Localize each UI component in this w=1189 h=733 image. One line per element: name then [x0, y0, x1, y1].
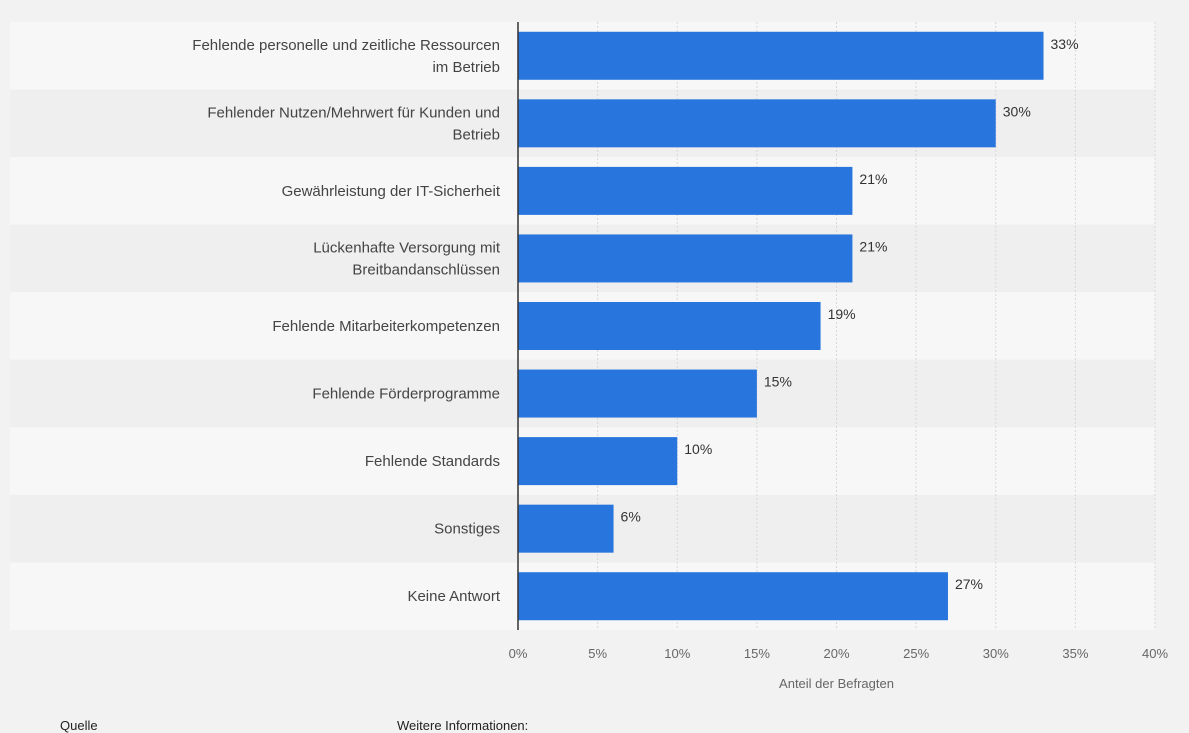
x-tick-label: 15%	[744, 646, 770, 661]
category-label: Keine Antwort	[407, 588, 500, 605]
x-tick-label: 5%	[588, 646, 607, 661]
bar	[518, 437, 677, 485]
bar	[518, 572, 948, 620]
x-tick-label: 20%	[823, 646, 849, 661]
bar	[518, 32, 1044, 80]
x-tick-label: 35%	[1062, 646, 1088, 661]
category-label: Fehlende Mitarbeiterkompetenzen	[272, 318, 500, 335]
bar	[518, 505, 614, 553]
bar	[518, 234, 852, 282]
x-tick-label: 10%	[664, 646, 690, 661]
bar	[518, 99, 996, 147]
bar-value-label: 33%	[1051, 36, 1079, 52]
category-label: Gewährleistung der IT-Sicherheit	[282, 183, 501, 200]
more-info-link[interactable]: Weitere Informationen:	[397, 718, 528, 733]
bar-value-label: 21%	[859, 171, 887, 187]
bar-value-label: 30%	[1003, 103, 1031, 119]
bar-value-label: 19%	[828, 306, 856, 322]
bar-value-label: 27%	[955, 576, 983, 592]
category-label: Fehlende Standards	[365, 453, 500, 470]
category-label: Fehlende Förderprogramme	[312, 386, 500, 403]
category-label: Sonstiges	[434, 521, 500, 538]
bar-value-label: 21%	[859, 238, 887, 254]
bar-value-label: 6%	[621, 509, 641, 525]
bar-value-label: 15%	[764, 374, 792, 390]
bar	[518, 167, 852, 215]
x-axis-title: Anteil der Befragten	[779, 676, 894, 691]
x-tick-label: 30%	[983, 646, 1009, 661]
x-tick-label: 0%	[509, 646, 528, 661]
x-tick-label: 25%	[903, 646, 929, 661]
x-tick-label: 40%	[1142, 646, 1168, 661]
bar-value-label: 10%	[684, 441, 712, 457]
bar	[518, 370, 757, 418]
source-link[interactable]: Quelle	[60, 718, 98, 733]
bar	[518, 302, 821, 350]
